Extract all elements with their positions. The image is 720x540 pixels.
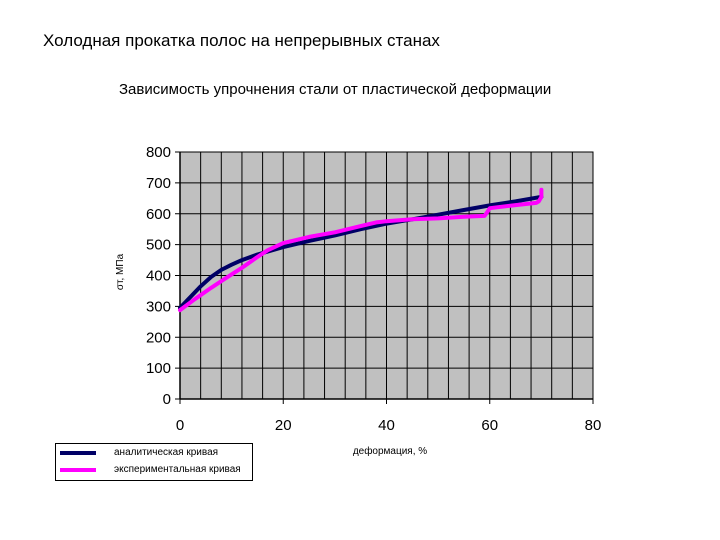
x-tick-label: 80 [585,417,602,434]
x-tick-label: 60 [481,417,498,434]
x-tick-label: 40 [378,417,395,434]
y-tick-label: 700 [146,175,171,192]
y-tick-label: 0 [163,391,171,408]
legend-label-experimental: экспериментальная кривая [114,464,241,475]
slide-title: Холодная прокатка полос на непрерывных с… [43,31,440,50]
series-line-experimental [178,187,544,313]
x-axis-label: деформация, % [353,445,427,457]
y-tick-label: 600 [146,206,171,223]
y-tick-label: 500 [146,237,171,254]
y-tick-label: 200 [146,329,171,346]
legend: аналитическая кривая экспериментальная к… [55,443,253,481]
legend-item-analytical: аналитическая кривая [56,445,252,461]
series-line-analytical [178,194,544,310]
x-tick-label: 0 [176,417,184,434]
legend-swatch-experimental [60,468,96,472]
legend-item-experimental: экспериментальная кривая [56,462,252,478]
legend-swatch-analytical [60,451,96,455]
y-axis-label: σт, МПа [115,253,126,290]
y-tick-labels: 0 100 200 300 400 500 600 700 800 [146,144,180,408]
y-tick-label: 300 [146,298,171,315]
horizontal-grid [180,151,593,369]
y-tick-label: 800 [146,144,171,161]
y-tick-label: 400 [146,268,171,285]
legend-label-analytical: аналитическая кривая [114,447,219,458]
series-layer [178,187,544,313]
chart-title: Зависимость упрочнения стали от пластиче… [119,81,552,98]
y-tick-label: 100 [146,360,171,377]
x-tick-labels: 0 20 40 60 80 [176,399,602,434]
x-tick-label: 20 [275,417,292,434]
